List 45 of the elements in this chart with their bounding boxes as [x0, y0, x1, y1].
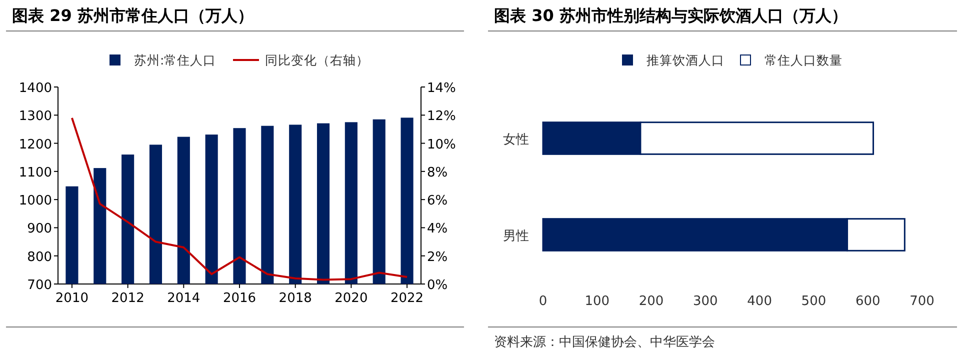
chart-title: 图表 30 苏州市性别结构与实际饮酒人口（万人） — [494, 6, 848, 25]
legend-label: 同比变化（右轴） — [265, 52, 369, 68]
legend-item: 常住人口数量 — [740, 52, 842, 68]
x-tick-label: 2018 — [278, 291, 312, 306]
x-tick-label: 200 — [638, 294, 664, 309]
x-tick-label: 600 — [855, 294, 880, 309]
y-tick-label: 1200 — [18, 137, 52, 152]
y-tick-label: 1400 — [18, 81, 52, 96]
text: 资料来源：中国保健协会、中华医学会 — [494, 335, 715, 350]
x-tick-label: 2014 — [167, 291, 200, 306]
legend-item: 同比变化（右轴） — [233, 52, 369, 68]
y-tick-label: 男性 — [503, 228, 529, 244]
y2-tick-label: 12% — [427, 109, 456, 124]
y2-tick-label: 0% — [427, 278, 448, 293]
x-tick-label: 300 — [693, 294, 718, 309]
y-tick-label: 1300 — [18, 109, 52, 124]
y-tick-label: 1000 — [18, 194, 52, 209]
x-tick-label: 2012 — [111, 291, 144, 306]
x-tick-label: 2010 — [55, 291, 89, 306]
x-tick-label: 0 — [538, 294, 548, 309]
y2-tick-label: 8% — [427, 165, 448, 180]
y-tick-label: 1100 — [18, 165, 52, 180]
legend-label: 推算饮酒人口 — [646, 52, 724, 68]
x-tick-label: 700 — [910, 294, 934, 309]
y2-tick-label: 4% — [427, 222, 448, 237]
line-series — [70, 116, 408, 281]
y2-tick-label: 10% — [427, 137, 456, 152]
y-tick-label: 700 — [27, 278, 52, 293]
x-tick-label: 100 — [584, 294, 610, 309]
x-tick-label: 2016 — [222, 291, 256, 306]
y-tick-label: 女性 — [503, 132, 529, 148]
legend-item: 苏州:常住人口 — [110, 52, 216, 68]
x-tick-label: 2020 — [334, 291, 368, 306]
y2-tick-label: 2% — [427, 250, 448, 265]
legend-label: 苏州:常住人口 — [134, 52, 216, 68]
y2-tick-label: 14% — [427, 81, 456, 96]
x-tick-label: 2022 — [390, 291, 424, 306]
y2-tick-label: 6% — [427, 194, 448, 209]
x-tick-label: 500 — [801, 294, 826, 309]
y-tick-label: 800 — [27, 250, 52, 265]
legend-label: 常住人口数量 — [764, 52, 842, 68]
legend-item: 推算饮酒人口 — [622, 52, 724, 68]
x-tick-label: 400 — [747, 294, 772, 309]
chart-title: 图表 29 苏州市常住人口（万人） — [12, 6, 254, 25]
y-tick-label: 900 — [27, 222, 52, 237]
